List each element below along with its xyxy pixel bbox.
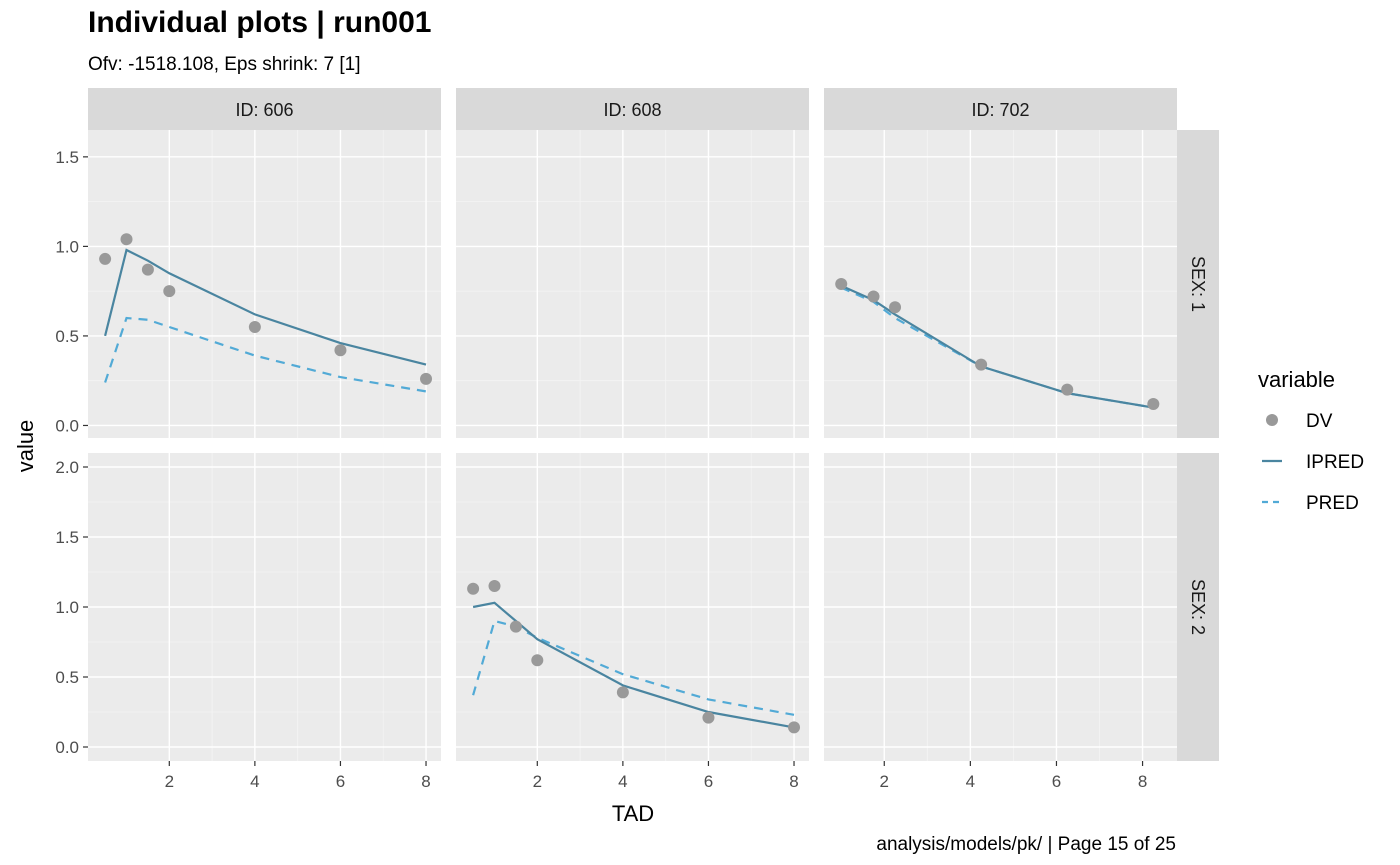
x-tick-label: 4	[966, 772, 975, 791]
y-tick-label: 0.5	[55, 668, 79, 687]
chart-title: Individual plots | run001	[88, 6, 431, 39]
dv-point	[1061, 383, 1074, 396]
dv-point	[488, 580, 501, 592]
ipred-series-line	[104, 248, 427, 366]
facet-strip-right	[1177, 130, 1219, 438]
x-tick-label: 2	[880, 772, 889, 791]
facet-panel: 0.0 0.5 1.0 1.5 2.0 2 4 6 8	[55, 453, 441, 791]
legend-label: DV	[1306, 411, 1333, 432]
x-tick-label: 8	[421, 772, 430, 791]
y-tick-label: 0.5	[55, 327, 79, 346]
y-tick-label: 1.0	[55, 237, 79, 256]
facet-strip-top	[456, 88, 809, 130]
y-tick-label: 1.5	[55, 528, 79, 547]
facet-panel: 2 4 6 8	[456, 453, 809, 791]
dv-point	[975, 358, 988, 371]
facet-strip-top	[88, 88, 441, 130]
x-tick-label: 4	[618, 772, 627, 791]
legend-title: variable	[1258, 367, 1335, 392]
dv-point	[163, 285, 176, 298]
x-tick-label: 6	[1052, 772, 1061, 791]
legend: variable DV IPRED PRED	[1258, 367, 1364, 514]
facet-panel: 2 4 6 8	[824, 453, 1177, 791]
dv-point	[467, 582, 480, 595]
dv-point	[616, 686, 629, 699]
pred-series-line	[472, 619, 795, 716]
dv-point	[889, 301, 902, 314]
facet-strip-label: SEX: 2	[1188, 579, 1208, 635]
y-axis-title: value	[13, 420, 38, 473]
dv-point	[867, 290, 880, 303]
dv-point	[1147, 397, 1160, 410]
legend-label: IPRED	[1306, 452, 1364, 473]
dv-point	[99, 252, 112, 265]
dv-point	[531, 654, 544, 667]
y-tick-label: 0.0	[55, 416, 79, 435]
x-tick-label: 4	[250, 772, 259, 791]
legend-item-ipred: IPRED	[1262, 452, 1364, 473]
legend-item-pred: PRED	[1262, 493, 1359, 514]
y-tick-label: 2.0	[55, 458, 79, 477]
facet-strip-label: ID: 606	[235, 100, 293, 120]
pred-series-line	[104, 316, 427, 393]
legend-key-point	[1266, 414, 1278, 426]
facet-strip-label: ID: 702	[971, 100, 1029, 120]
chart-caption: analysis/models/pk/ | Page 15 of 25	[876, 834, 1176, 855]
facet-panel: 0.0 0.5 1.0 1.5	[55, 130, 441, 438]
chart-subtitle: Ofv: -1518.108, Eps shrink: 7 [1]	[88, 54, 360, 75]
x-tick-label: 8	[1138, 772, 1147, 791]
x-tick-label: 2	[533, 772, 542, 791]
dv-point	[120, 233, 133, 246]
facet-panel	[456, 130, 809, 438]
panel-background	[824, 130, 1177, 438]
dv-point	[788, 721, 801, 734]
facet-strip-top	[824, 88, 1177, 130]
legend-item-dv: DV	[1266, 411, 1333, 432]
x-tick-label: 2	[165, 772, 174, 791]
x-axis-title: TAD	[612, 801, 654, 826]
dv-point	[702, 711, 715, 724]
facet-strip-right	[1177, 453, 1219, 761]
x-tick-label: 6	[336, 772, 345, 791]
panel-background	[456, 130, 809, 438]
dv-point	[835, 278, 848, 290]
x-tick-label: 8	[789, 772, 798, 791]
dv-point	[509, 620, 522, 633]
dv-point	[420, 372, 433, 385]
dv-point	[334, 344, 347, 357]
facet-panel	[824, 130, 1177, 438]
y-tick-label: 1.0	[55, 598, 79, 617]
y-tick-label: 1.5	[55, 148, 79, 167]
dv-point	[248, 320, 261, 333]
panel-background	[88, 130, 441, 438]
dv-point	[141, 263, 154, 276]
x-tick-label: 6	[704, 772, 713, 791]
legend-label: PRED	[1306, 493, 1359, 514]
panel-grid: ID: 606 ID: 608 ID: 702 SEX: 1 SEX: 2 0.0 0.5 1…	[55, 88, 1219, 791]
y-tick-label: 0.0	[55, 738, 79, 757]
facet-strip-label: ID: 608	[603, 100, 661, 120]
facet-strip-label: SEX: 1	[1188, 256, 1208, 312]
